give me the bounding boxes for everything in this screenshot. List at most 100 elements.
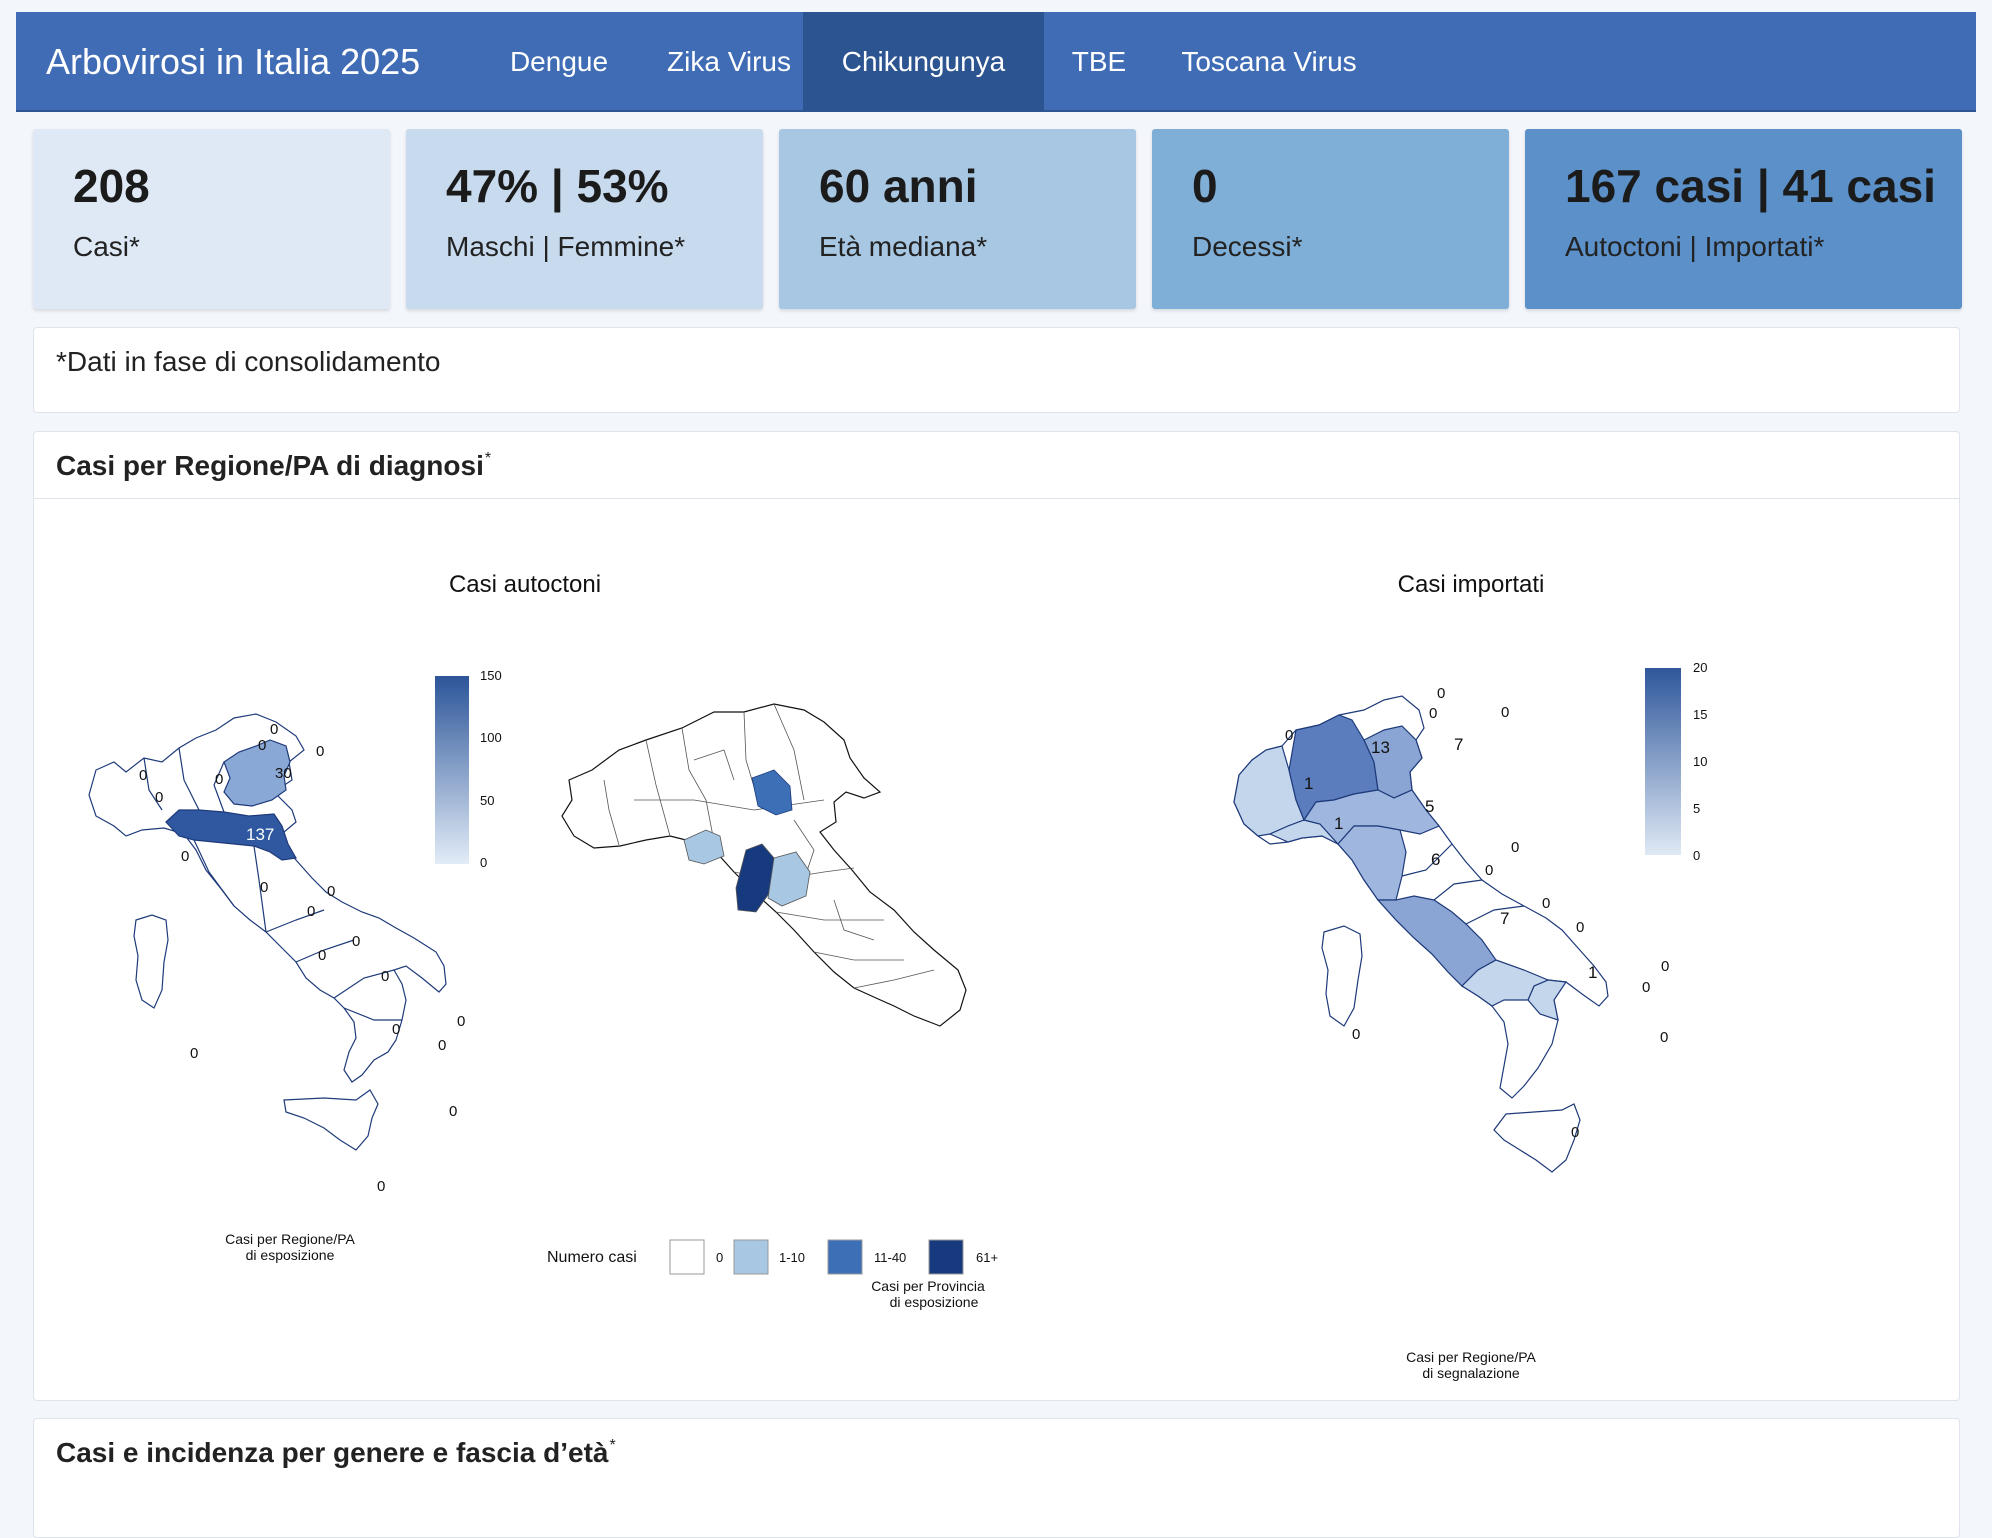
region-label: 30 [275, 765, 292, 782]
tab-tbe[interactable]: TBE [1071, 46, 1127, 77]
region-label: 0 [316, 743, 324, 760]
value-box-number: 47% | 53% [446, 160, 669, 212]
region-label: 0 [1661, 958, 1669, 975]
value-box-number: 167 casi | 41 casi [1565, 160, 1936, 212]
region-label: 0 [457, 1013, 465, 1030]
region-label: 0 [181, 848, 189, 865]
region-labels-autoctoni: 0 0 0 0 0 30 0 137 0 0 0 0 0 0 0 0 0 0 0… [139, 721, 465, 1195]
caption-importati-line2: di segnalazione [1422, 1365, 1520, 1381]
region-labels-importati: 0 0 0 0 13 7 1 1 5 6 0 0 7 0 0 1 0 0 0 0… [1285, 685, 1669, 1141]
region-label: 0 [1571, 1124, 1579, 1141]
region-label: 0 [318, 947, 326, 964]
region-label: 0 [1501, 704, 1509, 721]
age-gender-card: Casi e incidenza per genere e fascia d’e… [33, 1418, 1960, 1538]
card-title: Casi per Regione/PA di diagnosi* [56, 450, 492, 481]
value-box-autoctoni-importati: 167 casi | 41 casi Autoctoni | Importati… [1525, 129, 1962, 309]
region-label: 0 [1485, 862, 1493, 879]
legend-item-label: 61+ [976, 1250, 998, 1265]
region-label: 0 [260, 879, 268, 896]
region-label: 0 [352, 933, 360, 950]
colorbar-tick: 0 [480, 855, 487, 870]
value-box-genere: 47% | 53% Maschi | Femmine* [406, 129, 763, 309]
tab-zika-virus[interactable]: Zika Virus [667, 46, 791, 77]
value-box-number: 0 [1192, 160, 1218, 212]
region-label: 6 [1431, 850, 1440, 869]
colorbar-importati: 20 15 10 5 0 [1645, 660, 1707, 863]
tab-toscana-virus[interactable]: Toscana Virus [1181, 46, 1357, 77]
region-label: 0 [449, 1103, 457, 1120]
region-label: 0 [438, 1037, 446, 1054]
legend-item-label: 1-10 [779, 1250, 805, 1265]
region-label: 1 [1588, 963, 1597, 982]
caption-province-line1: Casi per Provincia [871, 1278, 985, 1294]
value-box-eta-mediana: 60 anni Età mediana* [779, 129, 1136, 309]
region-label: 0 [377, 1178, 385, 1195]
italy-map-autoctoni [88, 713, 447, 1151]
colorbar-tick: 20 [1693, 660, 1707, 675]
legend-title: Numero casi [547, 1249, 637, 1266]
value-box-label: Casi* [73, 231, 140, 262]
region-label: 0 [1285, 727, 1293, 744]
tab-dengue[interactable]: Dengue [509, 46, 609, 77]
region-label: 0 [392, 1021, 400, 1038]
region-label: 0 [155, 789, 163, 806]
top-navbar: Arbovirosi in Italia 2025 Dengue Zika Vi… [16, 12, 1976, 112]
caption-autoctoni-line2: di esposizione [246, 1247, 335, 1263]
region-label: 0 [327, 883, 335, 900]
colorbar-tick: 100 [480, 730, 502, 745]
region-label: 0 [215, 771, 223, 788]
note-card: *Dati in fase di consolidamento [33, 327, 1960, 413]
colorbar-tick: 5 [1693, 801, 1700, 816]
value-box-label: Maschi | Femmine* [446, 231, 686, 262]
value-box-casi: 208 Casi* [33, 129, 390, 309]
region-label: 0 [139, 767, 147, 784]
card-header: Casi per Regione/PA di diagnosi* [34, 432, 1959, 499]
region-label: 7 [1454, 735, 1463, 754]
region-label: 0 [1429, 705, 1437, 722]
map-title-importati: Casi importati [1398, 571, 1545, 598]
colorbar-tick: 0 [1693, 848, 1700, 863]
caption-province-line2: di esposizione [890, 1294, 979, 1310]
region-label: 0 [190, 1045, 198, 1062]
region-label: 13 [1371, 738, 1390, 757]
region-label: 5 [1425, 797, 1434, 816]
region-label: 137 [246, 825, 274, 844]
caption-autoctoni-line1: Casi per Regione/PA [225, 1231, 355, 1247]
value-box-decessi: 0 Decessi* [1152, 129, 1509, 309]
italy-map-importati [1233, 695, 1609, 1173]
colorbar-tick: 150 [480, 668, 502, 683]
value-box-number: 208 [73, 160, 150, 212]
region-label: 0 [1642, 979, 1650, 996]
note-text: *Dati in fase di consolidamento [56, 346, 441, 377]
colorbar-autoctoni: 150 100 50 0 [435, 668, 502, 870]
colorbar-tick: 50 [480, 793, 494, 808]
value-box-number: 60 anni [819, 160, 978, 212]
legend-item-label: 11-40 [874, 1250, 906, 1265]
map-title-autoctoni: Casi autoctoni [449, 571, 601, 598]
region-label: 0 [1576, 919, 1584, 936]
legend-item-label: 0 [716, 1250, 723, 1265]
region-label: 1 [1304, 774, 1313, 793]
tab-chikungunya[interactable]: Chikungunya [803, 12, 1044, 112]
region-label: 0 [258, 737, 266, 754]
app-title[interactable]: Arbovirosi in Italia 2025 [46, 41, 421, 82]
region-label: 0 [270, 721, 278, 738]
region-label: 0 [1660, 1029, 1668, 1046]
colorbar-tick: 15 [1693, 707, 1707, 722]
value-box-label: Età mediana* [819, 231, 988, 262]
province-map [561, 703, 967, 1027]
region-label: 0 [307, 903, 315, 920]
province-legend: Numero casi 0 1-10 11-40 61+ [547, 1239, 998, 1275]
maps-figure: Casi autoctoni 0 0 0 [88, 571, 1707, 1381]
colorbar-tick: 10 [1693, 754, 1707, 769]
region-label: 1 [1334, 814, 1343, 833]
value-box-label: Decessi* [1192, 231, 1303, 262]
value-box-label: Autoctoni | Importati* [1565, 231, 1825, 262]
region-label: 0 [1437, 685, 1445, 702]
card-title: Casi e incidenza per genere e fascia d’e… [56, 1437, 616, 1468]
region-label: 0 [1511, 839, 1519, 856]
map-card: Casi per Regione/PA di diagnosi* Casi au… [33, 431, 1960, 1401]
region-label: 0 [1542, 895, 1550, 912]
region-label: 7 [1500, 909, 1509, 928]
region-label: 0 [1352, 1026, 1360, 1043]
